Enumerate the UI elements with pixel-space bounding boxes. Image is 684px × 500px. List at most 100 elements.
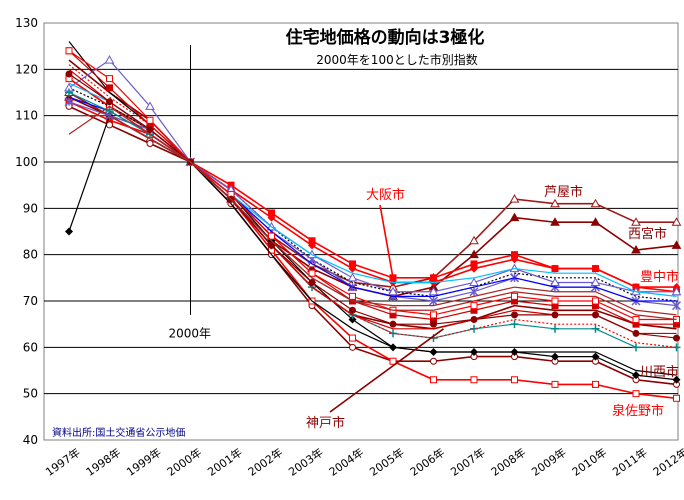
data-point xyxy=(348,264,357,273)
series-line xyxy=(68,59,677,293)
series-line xyxy=(68,105,677,386)
data-point xyxy=(430,357,437,365)
kobe-leader-line xyxy=(329,328,444,413)
chart-title: 住宅地価格の動向は3極化 xyxy=(286,27,485,48)
data-point xyxy=(106,98,113,106)
data-point xyxy=(671,301,682,311)
data-point xyxy=(308,241,316,250)
data-point xyxy=(592,311,599,319)
series-line xyxy=(68,64,677,348)
series-line xyxy=(69,115,677,316)
series-21 xyxy=(69,115,677,316)
y-tick-label: 80 xyxy=(23,248,38,262)
data-point xyxy=(632,371,640,380)
data-point xyxy=(267,213,276,222)
y-tick-label: 60 xyxy=(23,340,38,354)
data-point xyxy=(671,286,682,296)
series-line xyxy=(68,73,677,339)
series-17 xyxy=(68,64,677,348)
data-point xyxy=(592,297,599,305)
data-point xyxy=(469,249,479,259)
data-point xyxy=(590,198,601,208)
data-point xyxy=(106,75,113,83)
data-point xyxy=(349,334,356,342)
data-point xyxy=(469,287,479,297)
data-point xyxy=(469,277,479,286)
data-point xyxy=(510,320,519,329)
x-tick-label: 1999年 xyxy=(124,445,164,479)
grid-lines xyxy=(44,68,678,395)
data-point xyxy=(308,278,316,286)
y-tick-label: 110 xyxy=(15,109,38,123)
data-point xyxy=(672,375,681,384)
data-point xyxy=(104,55,115,64)
x-tick-label: 2004年 xyxy=(326,445,366,479)
series-lines xyxy=(64,41,682,402)
data-point xyxy=(388,286,398,296)
series-19 xyxy=(65,70,680,342)
x-tick-label: 1998年 xyxy=(83,445,123,479)
y-tick-label: 70 xyxy=(23,294,38,308)
y-tick-label: 120 xyxy=(15,62,38,76)
data-point xyxy=(550,277,560,286)
data-point xyxy=(430,311,437,319)
data-point xyxy=(632,390,640,398)
data-point xyxy=(510,255,519,264)
data-point xyxy=(671,240,682,249)
data-point xyxy=(105,107,114,116)
data-point xyxy=(349,292,356,300)
series-20 xyxy=(68,105,677,321)
x-tick-label: 2010年 xyxy=(569,445,609,479)
data-point xyxy=(591,324,600,333)
data-point xyxy=(65,70,73,78)
data-point xyxy=(64,97,74,107)
data-point xyxy=(65,47,73,55)
data-point xyxy=(65,88,73,97)
x-tick-label: 1997年 xyxy=(43,445,83,479)
data-point xyxy=(590,277,601,286)
data-point xyxy=(145,101,155,110)
data-point xyxy=(551,297,559,305)
data-point xyxy=(631,245,641,254)
city-label: 豊中市 xyxy=(640,269,679,285)
data-point xyxy=(550,217,560,226)
data-point xyxy=(673,394,680,402)
x-tick-label: 2008年 xyxy=(488,445,528,479)
data-point xyxy=(146,116,154,124)
city-label: 大阪市 xyxy=(366,187,405,203)
data-point xyxy=(106,84,113,92)
chart-subtitle: 2000年を100とした市別指数 xyxy=(316,52,477,67)
x-tick-label: 2005年 xyxy=(367,445,407,479)
data-point xyxy=(348,315,357,324)
x-axis-ticks: 1997年 1998年 1999年 2000年 2001年 2002年 2003年 2004年… xyxy=(43,445,684,479)
data-point xyxy=(389,320,397,328)
x-tick-label: 2007年 xyxy=(448,445,488,479)
y-tick-label: 90 xyxy=(23,201,38,215)
osaka-leader-line xyxy=(379,204,394,278)
data-point xyxy=(389,357,397,365)
data-source-note: 資料出所:国土交通省公示地価 xyxy=(52,426,185,439)
data-point xyxy=(673,334,680,342)
y-axis-ticks: 40 50 60 70 80 90 100 110 120 130 xyxy=(15,16,38,447)
y-tick-label: 50 xyxy=(23,387,38,401)
data-point xyxy=(631,217,641,226)
series-line xyxy=(68,105,677,321)
y-tick-label: 130 xyxy=(15,16,38,30)
x-tick-label: 2000年 xyxy=(164,445,204,479)
city-label: 川西市 xyxy=(640,364,679,380)
data-point xyxy=(428,296,439,306)
x-tick-label: 2003年 xyxy=(286,445,326,479)
data-point xyxy=(268,241,275,249)
y-tick-label: 100 xyxy=(15,155,38,169)
data-point xyxy=(590,217,601,226)
data-point xyxy=(591,352,600,361)
data-point xyxy=(146,126,154,134)
data-point xyxy=(65,227,73,236)
x-tick-label: 2012年 xyxy=(650,445,684,479)
data-point xyxy=(509,194,520,203)
x-tick-label: 2011年 xyxy=(610,445,650,479)
x-tick-label: 2001年 xyxy=(205,445,245,479)
